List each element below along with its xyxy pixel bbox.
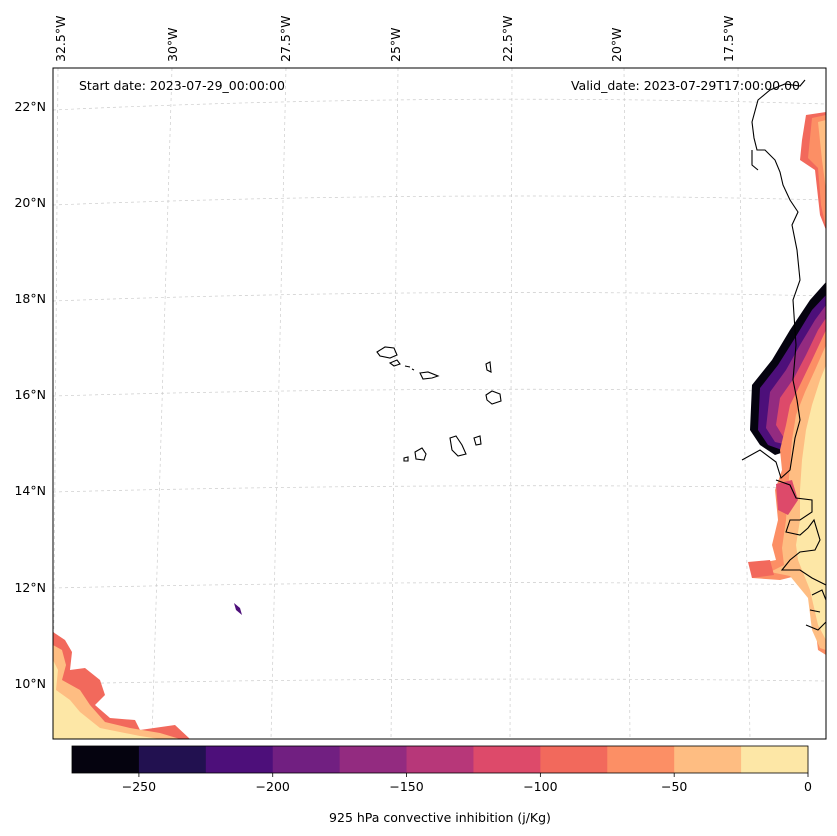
colorbar-segment (540, 746, 608, 773)
lat-label: 18°N (14, 291, 46, 306)
colorbar-tick-label: −100 (523, 779, 557, 794)
colorbar-tick-label: −50 (661, 779, 687, 794)
lat-label: 12°N (14, 580, 46, 595)
colorbar-tick-label: 0 (804, 779, 812, 794)
colorbar-segment (272, 746, 341, 773)
lat-label: 16°N (14, 387, 46, 402)
valid-date-label: Valid_date: 2023-07-29T17:00:00.00 (571, 78, 800, 93)
lon-label: 27.5°W (278, 16, 293, 62)
lat-label: 14°N (14, 483, 46, 498)
lon-label: 32.5°W (53, 16, 68, 62)
lon-label: 17.5°W (721, 16, 736, 62)
colorbar-segment (741, 746, 809, 773)
colorbar-segment (339, 746, 408, 773)
colorbar (71, 745, 809, 774)
colorbar-ticks: −250 −200 −150 −100 −50 0 (122, 773, 812, 794)
colorbar-segment (607, 746, 675, 773)
longitude-labels: 32.5°W 30°W 27.5°W 25°W 22.5°W 20°W 17.5… (53, 16, 736, 62)
lon-label: 25°W (388, 27, 403, 62)
map-background (53, 68, 826, 739)
colorbar-segment (205, 746, 274, 773)
lon-label: 22.5°W (500, 16, 515, 62)
coastlines (376, 79, 827, 631)
colorbar-segment (674, 746, 742, 773)
colorbar-segment (72, 746, 140, 773)
gridlines (52, 67, 827, 740)
cin-contours-southwest (53, 603, 242, 739)
lat-label: 20°N (14, 195, 46, 210)
cin-contours-africa (748, 112, 826, 655)
lon-label: 20°W (609, 27, 624, 62)
colorbar-frame (71, 745, 809, 774)
latitude-labels: 22°N 20°N 18°N 16°N 14°N 12°N 10°N (14, 99, 46, 691)
lat-label: 22°N (14, 99, 46, 114)
start-date-label: Start date: 2023-07-29_00:00:00 (79, 78, 285, 93)
colorbar-segment (473, 746, 541, 773)
colorbar-tick-label: −250 (122, 779, 156, 794)
colorbar-segment (406, 746, 474, 773)
map-frame (52, 67, 827, 740)
colorbar-tick-label: −150 (389, 779, 423, 794)
lon-label: 30°W (165, 27, 180, 62)
colorbar-label: 925 hPa convective inhibition (j/Kg) (329, 810, 551, 825)
colorbar-segment (138, 746, 207, 773)
lat-label: 10°N (14, 676, 46, 691)
colorbar-tick-label: −200 (256, 779, 290, 794)
